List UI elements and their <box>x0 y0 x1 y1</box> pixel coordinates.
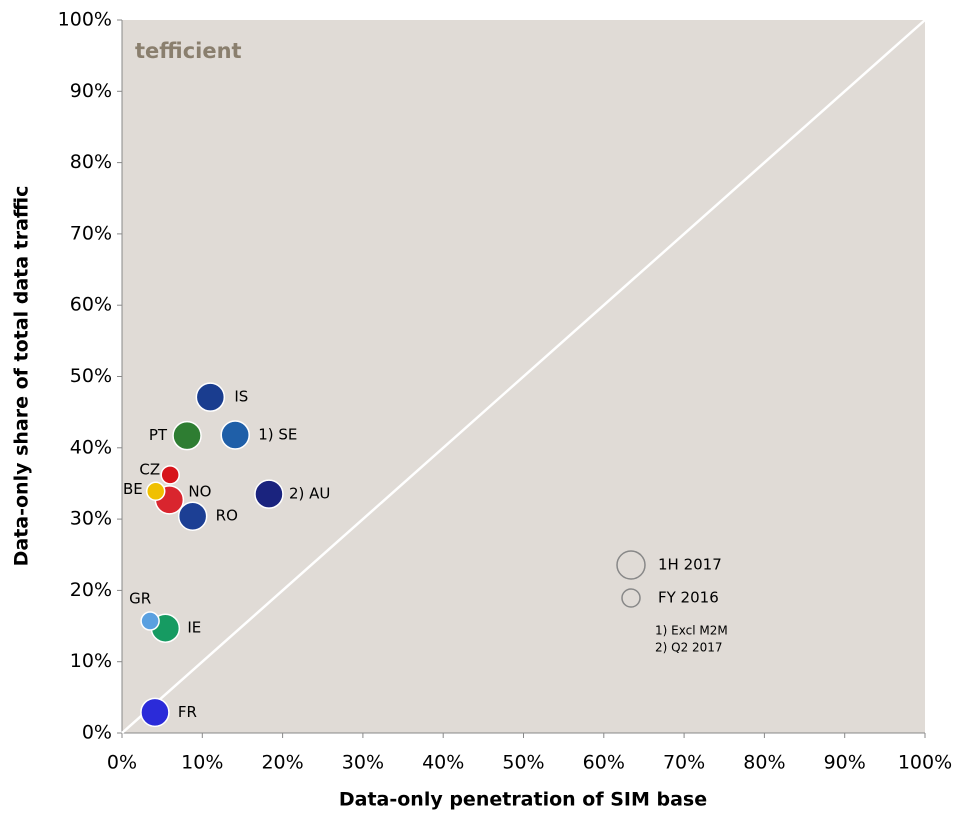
x-tick-label: 40% <box>422 752 464 774</box>
flag-marker <box>195 382 226 412</box>
y-tick-label: 60% <box>70 294 112 316</box>
flag-marker <box>172 420 202 451</box>
flag-marker <box>160 465 180 485</box>
point-label: 1) SE <box>258 425 297 443</box>
x-tick-label: 10% <box>181 752 223 774</box>
flag-marker <box>254 479 284 509</box>
point-label: CZ <box>139 460 160 478</box>
y-tick-label: 40% <box>70 436 112 458</box>
legend-marker <box>616 550 646 580</box>
flag-marker <box>220 420 250 450</box>
y-tick-label: 30% <box>70 508 112 530</box>
note: 2) Q2 2017 <box>655 641 723 655</box>
y-axis-title: Data-only share of total data traffic <box>11 186 33 567</box>
diagonal-line <box>121 19 926 734</box>
legend-marker <box>621 588 641 608</box>
point-label: PT <box>149 426 168 444</box>
x-axis-title: Data-only penetration of SIM base <box>339 789 707 811</box>
legend-label: 1H 2017 <box>658 556 722 574</box>
y-tick-label: 90% <box>70 80 112 102</box>
x-tick-label: 50% <box>502 752 544 774</box>
x-tick-label: 0% <box>107 752 137 774</box>
y-tick-label: 50% <box>70 365 112 387</box>
y-tick-label: 20% <box>70 579 112 601</box>
y-tick-label: 0% <box>82 722 112 744</box>
flag-marker <box>140 697 170 728</box>
x-tick-label: 90% <box>824 752 866 774</box>
x-tick-label: 30% <box>342 752 384 774</box>
y-tick-label: 100% <box>58 9 112 31</box>
y-tick-label: 80% <box>70 151 112 173</box>
logo: tefficient <box>135 39 242 63</box>
y-tick-label: 10% <box>70 650 112 672</box>
point-label: GR <box>129 590 151 608</box>
flag-marker <box>177 501 208 531</box>
x-tick-label: 70% <box>663 752 705 774</box>
point-label: NO <box>188 482 211 500</box>
legend-label: FY 2016 <box>658 589 719 607</box>
x-tick-label: 60% <box>583 752 625 774</box>
point-label: RO <box>216 507 238 525</box>
point-label: BE <box>123 480 143 498</box>
flag-marker <box>140 611 160 631</box>
point-label: IE <box>187 619 201 637</box>
point-label: 2) AU <box>289 485 330 503</box>
x-tick-label: 20% <box>261 752 303 774</box>
x-tick-label: 80% <box>743 752 785 774</box>
point-label: IS <box>234 388 248 406</box>
x-tick-label: 100% <box>898 752 952 774</box>
point-label: FR <box>178 703 197 721</box>
note: 1) Excl M2M <box>655 624 728 638</box>
flag-marker <box>145 481 166 502</box>
y-tick-label: 70% <box>70 222 112 244</box>
